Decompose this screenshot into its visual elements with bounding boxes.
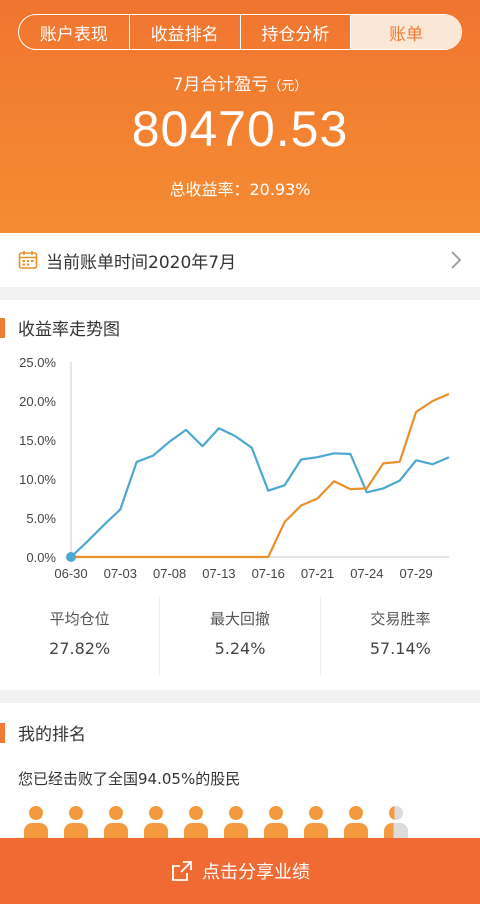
stat-max-drawdown: 最大回撤 5.24% [160,596,321,676]
chart-card [0,300,480,690]
return-trend-chart: 0.0% 5.0% 10.0% 15.0% 20.0% 25.0% 06-30 07-03 07… [19,355,450,581]
person-body [304,823,328,838]
person-head [149,806,163,820]
monthly-pnl-title: 7月合计盈亏（元） [0,70,480,95]
total-return-rate: 总收益率：20.93% [169,180,311,199]
person-icon [138,806,178,838]
y-tick-label: 0.0% [26,550,56,565]
stat-label: 交易胜率 [370,610,431,628]
tab-bill[interactable]: 账单 [351,15,461,49]
person-head [389,806,403,820]
currency-unit: （元） [268,79,308,94]
start-point-marker [66,552,76,562]
bill-period-row[interactable]: 当前账单时间2020年7月 [0,233,480,287]
x-tick-label: 07-03 [104,566,137,581]
chart-section-title: 收益率走势图 [0,315,120,340]
ranking-section-title: 我的排名 [0,720,86,745]
person-body [184,823,208,838]
person-head [309,806,323,820]
y-tick-label: 10.0% [19,472,56,487]
person-icon [18,806,58,838]
y-tick-label: 5.0% [26,511,56,526]
x-tick-label: 07-21 [301,566,334,581]
x-tick-label: 06-30 [54,566,87,581]
y-tick-label: 25.0% [19,355,56,370]
person-icon [338,806,378,838]
chevron-right-icon [451,251,462,269]
x-tick-label: 07-24 [350,566,383,581]
x-tick-label: 07-16 [252,566,285,581]
bill-period-text: 当前账单时间2020年7月 [46,252,237,273]
tab-profit-ranking[interactable]: 收益排名 [130,15,241,49]
share-button[interactable]: 点击分享业绩 [0,838,480,904]
stat-label: 最大回撤 [209,610,270,628]
tab-position-analysis[interactable]: 持仓分析 [241,15,352,49]
section-marker [0,722,5,743]
person-icon [258,806,298,838]
person-body [264,823,288,838]
person-icon [98,806,138,838]
stat-label: 平均仓位 [49,610,110,628]
person-head [349,806,363,820]
stat-value: 5.24% [214,639,266,658]
person-body [104,823,128,838]
person-body [384,823,408,838]
person-body [24,823,48,838]
stat-value: 27.82% [49,639,111,658]
chart-section-label: 收益率走势图 [18,320,120,340]
section-marker [0,317,5,338]
person-icon [378,806,418,838]
monthly-pnl-amount: 80470.53 [131,101,349,157]
share-button-label: 点击分享业绩 [202,862,310,883]
person-icon [298,806,338,838]
stat-value: 57.14% [369,639,431,658]
calendar-icon [18,251,38,269]
person-head [269,806,283,820]
person-head [229,806,243,820]
person-body [344,823,368,838]
monthly-pnl-label: 7月合计盈亏 [172,75,269,95]
tab-bar: 账户表现 收益排名 持仓分析 账单 [18,14,462,50]
tab-account-performance[interactable]: 账户表现 [19,15,130,49]
person-head [29,806,43,820]
stat-win-rate: 交易胜率 57.14% [321,596,480,676]
x-tick-label: 07-08 [153,566,186,581]
person-head [189,806,203,820]
series-line-orange [71,392,450,559]
x-tick-label: 07-29 [400,566,433,581]
ranking-people-graphic [18,806,418,838]
y-tick-label: 20.0% [19,394,56,409]
person-body [64,823,88,838]
y-tick-label: 15.0% [19,433,56,448]
ranking-section-label: 我的排名 [18,725,86,745]
share-icon [172,861,192,881]
x-tick-label: 07-13 [202,566,235,581]
person-body [144,823,168,838]
person-icon [218,806,258,838]
person-head [69,806,83,820]
ranking-text: 您已经击败了全国94.05%的股民 [18,770,241,788]
person-icon [58,806,98,838]
stats-row: 平均仓位 27.82% 最大回撤 5.24% 交易胜率 57.14% [0,596,480,676]
summary-header: 账户表现 收益排名 持仓分析 账单 7月合计盈亏（元） 80470.53 总收益… [0,0,480,233]
person-body [224,823,248,838]
person-icon [178,806,218,838]
series-line-blue [70,427,450,558]
person-head [109,806,123,820]
stat-avg-position: 平均仓位 27.82% [0,596,161,676]
